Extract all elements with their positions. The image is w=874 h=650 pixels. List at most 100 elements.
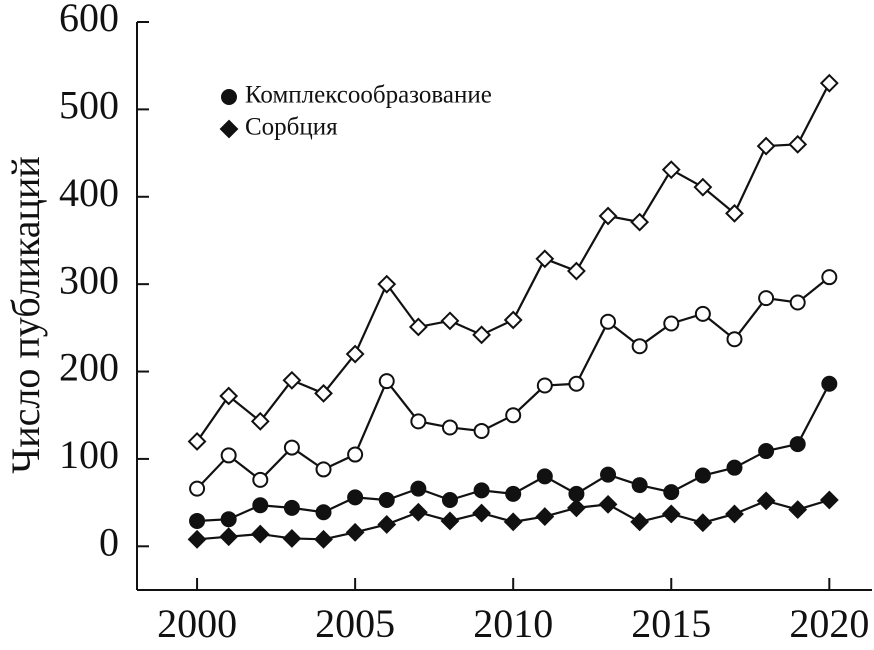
y-tick-label: 200: [59, 345, 119, 390]
data-point: [631, 477, 648, 494]
data-point: [408, 317, 428, 337]
data-point: [630, 212, 650, 232]
data-point: [694, 305, 711, 322]
data-point: [189, 512, 206, 529]
data-point: [598, 206, 618, 226]
data-point: [410, 413, 427, 430]
data-point: [694, 467, 711, 484]
data-point: [283, 499, 300, 516]
data-point: [725, 504, 744, 524]
data-point: [410, 480, 427, 497]
data-point: [819, 490, 839, 510]
data-point: [505, 485, 522, 502]
data-point: [821, 375, 838, 392]
data-point: [600, 313, 617, 330]
data-point: [630, 512, 650, 532]
y-tick-label: 500: [59, 83, 119, 128]
data-point: [473, 482, 490, 499]
x-tick-label: 2020: [789, 601, 869, 646]
data-point: [347, 446, 364, 463]
data-point: [441, 491, 458, 508]
data-point: [378, 491, 395, 508]
data-point: [315, 504, 332, 521]
data-point: [535, 507, 555, 527]
data-point: [472, 503, 491, 523]
data-point: [725, 203, 744, 223]
data-point: [663, 315, 680, 332]
data-point: [219, 527, 239, 547]
y-tick-label: 300: [59, 257, 119, 302]
y-tick-label: 400: [59, 170, 119, 215]
x-tick-label: 2005: [315, 601, 395, 646]
data-point: [347, 489, 364, 506]
x-tick-label: 2015: [631, 601, 711, 646]
data-point: [503, 512, 523, 532]
data-point: [408, 502, 428, 522]
data-point: [726, 459, 743, 476]
data-point: [503, 310, 523, 330]
data-point: [598, 494, 618, 514]
data-point: [377, 515, 397, 534]
y-axis-label: Число публикаций: [3, 156, 48, 474]
data-point: [788, 500, 808, 520]
data-point: [536, 377, 553, 394]
data-point: [440, 511, 460, 531]
data-point: [472, 325, 491, 345]
data-point: [252, 497, 269, 514]
data-point: [567, 498, 586, 518]
data-point: [315, 461, 332, 478]
data-point: [220, 511, 237, 528]
data-point: [187, 432, 207, 451]
data-point: [345, 344, 365, 364]
data-point: [758, 290, 775, 307]
data-point: [535, 249, 555, 269]
data-point: [536, 468, 553, 485]
data-point: [568, 375, 585, 392]
data-point: [789, 294, 806, 311]
data-point: [220, 447, 237, 464]
data-point: [473, 422, 490, 439]
data-point: [693, 177, 713, 197]
data-point: [378, 373, 395, 390]
data-point: [250, 411, 270, 431]
x-tick-label: 2000: [157, 601, 237, 646]
data-point: [345, 522, 365, 542]
data-point: [726, 331, 743, 348]
data-point: [440, 311, 460, 331]
data-point: [758, 443, 775, 460]
data-point: [441, 419, 458, 436]
data-point: [789, 436, 806, 453]
data-point: [600, 466, 617, 483]
data-point: [252, 471, 269, 488]
data-point: [283, 439, 300, 456]
data-point: [219, 386, 239, 406]
data-point: [788, 134, 808, 154]
legend-marker: [219, 119, 239, 139]
x-tick-label: 2010: [473, 601, 553, 646]
data-point: [282, 370, 302, 390]
data-point: [314, 529, 333, 549]
data-point: [377, 274, 397, 294]
data-point: [756, 491, 776, 511]
data-point: [187, 529, 207, 549]
data-point: [821, 269, 838, 286]
legend-label: Сорбция: [245, 114, 338, 141]
data-point: [314, 383, 333, 403]
data-point: [250, 524, 270, 544]
data-point: [663, 484, 680, 501]
y-tick-label: 600: [59, 0, 119, 40]
data-point: [282, 529, 302, 548]
data-point: [693, 513, 713, 533]
data-point: [819, 73, 839, 93]
data-point: [756, 136, 776, 156]
legend-label: Комплексообразование: [245, 82, 492, 109]
y-tick-label: 0: [99, 519, 119, 564]
data-point: [661, 160, 681, 180]
data-point: [189, 480, 206, 497]
data-point: [505, 407, 522, 424]
y-tick-label: 100: [59, 432, 119, 477]
data-point: [661, 504, 681, 524]
data-point: [567, 261, 586, 281]
legend-marker: [221, 89, 237, 105]
